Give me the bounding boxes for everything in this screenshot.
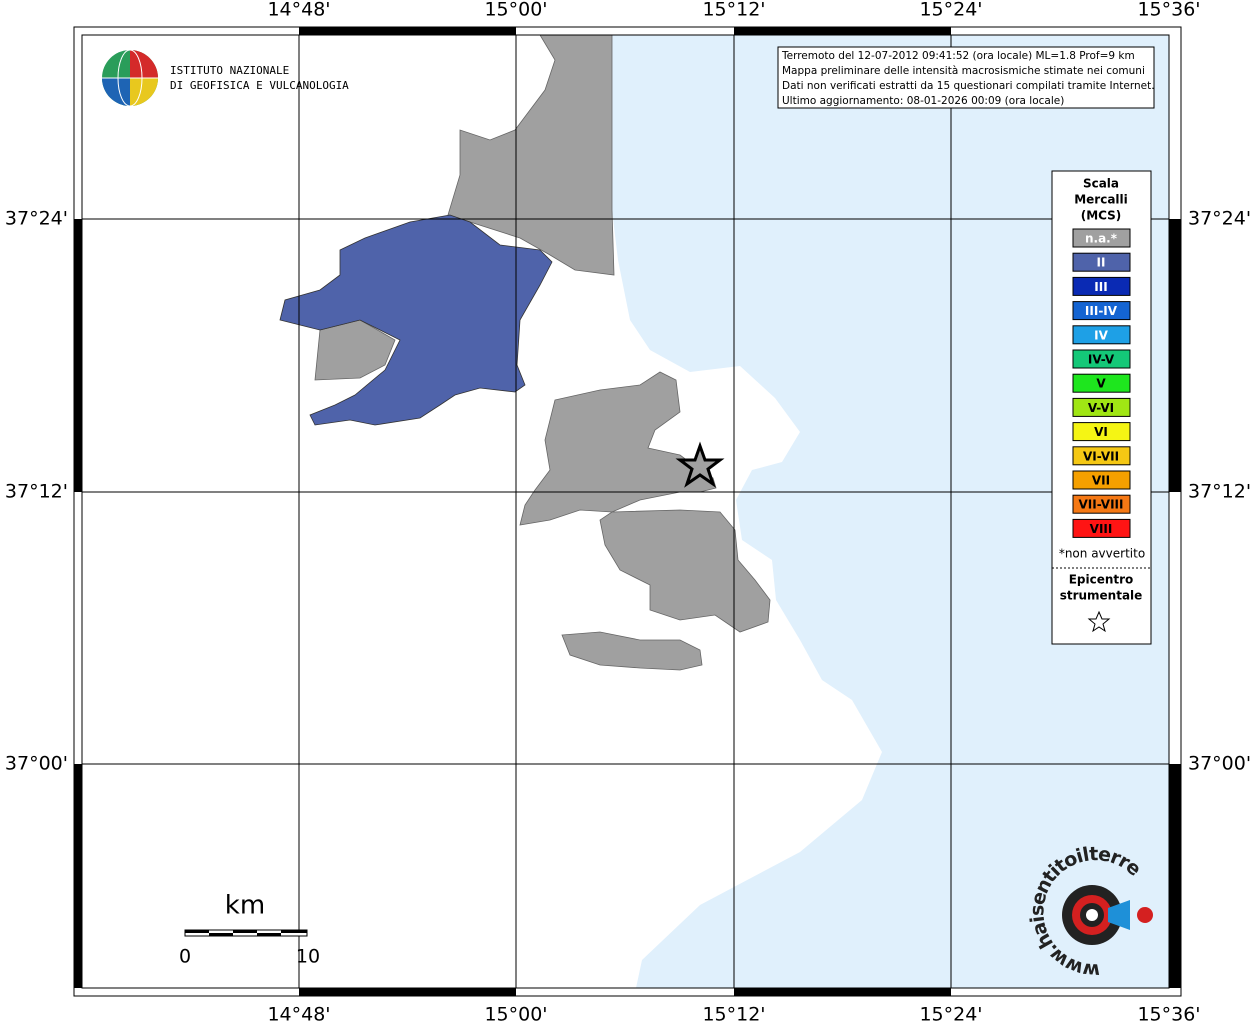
info-lines: Terremoto del 12-07-2012 09:41:52 (ora l… [781,50,1155,107]
lon-label: 15°36' [1137,1004,1200,1025]
legend-swatch [1072,397,1131,417]
legend-swatch [1072,373,1131,393]
lon-label: 15°24' [919,0,982,21]
legend-title: Mercalli [1074,193,1128,207]
legend-label: VI-VII [1083,449,1119,463]
legend-swatch [1072,325,1131,345]
legend-label: III-IV [1085,304,1118,318]
info-box [777,46,1155,109]
graticule [82,35,1169,988]
legend: ScalaMercalli(MCS)n.a.*IIIIIIII-IVIVIV-V… [1059,177,1145,603]
lat-label: 37°24' [1188,208,1251,230]
lat-label: 37°24' [5,208,68,230]
legend-epicenter: Epicentro [1069,573,1134,587]
logo-text: DI GEOFISICA E VULCANOLOGIA [170,79,349,92]
legend-label: V-VI [1088,401,1114,415]
legend-label: III [1094,280,1107,294]
scale-unit: km [225,891,265,921]
info-line: Ultimo aggiornamento: 08-01-2026 00:09 (… [782,95,1064,107]
axis-labels: 14°48' 14°48' 15°00' 15°00' 15°12' 15°12' 15°2… [5,0,1251,1026]
legend-label: n.a.* [1085,232,1118,246]
lon-label: 15°36' [1137,0,1200,21]
scale-bar [184,929,308,937]
lat-label: 37°00' [5,753,68,775]
lat-label: 37°00' [1188,753,1251,775]
legend-swatch [1072,470,1131,490]
sea [612,35,1169,988]
legend-swatch [1072,276,1131,296]
legend-label: IV-V [1088,353,1115,367]
info-line: Mappa preliminare delle intensità macros… [782,65,1145,77]
region-na [519,371,717,526]
lat-label: 37°12' [1188,481,1251,503]
legend-label: II [1097,256,1106,270]
legend-label: VIII [1090,522,1113,536]
legend-title: Scala [1083,177,1119,191]
lon-label: 15°00' [484,0,547,21]
legend-note: *non avvertito [1059,547,1145,561]
lon-label: 14°48' [267,1004,330,1025]
lon-label: 15°12' [702,0,765,21]
region-na [561,631,703,671]
legend-epicenter: strumentale [1060,589,1143,603]
lat-label: 37°12' [5,481,68,503]
legend-swatch [1072,518,1131,538]
legend-star [1087,610,1111,633]
region-ii [279,214,553,426]
epicenter-star [675,441,725,488]
logo-text: ISTITUTO NAZIONALE [170,64,289,77]
legend-swatch [1072,228,1131,248]
legend-swatch [1072,349,1131,369]
legend-label: V [1096,377,1106,391]
info-line: Terremoto del 12-07-2012 09:41:52 (ora l… [781,50,1135,62]
frame [73,26,1182,997]
ingv-logo [102,49,158,107]
region-na [599,509,771,633]
legend-label: VII [1092,474,1110,488]
legend-swatch [1072,301,1131,321]
lon-label: 14°48' [267,0,330,21]
watermark-logo [1062,885,1153,945]
legend-swatch [1072,446,1131,466]
scale-start: 0 [179,946,191,968]
scale-end: 10 [296,946,320,968]
lon-label: 15°12' [702,1004,765,1025]
legend-swatch [1072,422,1131,442]
lon-label: 15°00' [484,1004,547,1025]
legend-label: VI [1094,425,1108,439]
legend-label: IV [1094,328,1108,342]
legend-title: (MCS) [1081,209,1122,223]
legend-swatch [1072,252,1131,272]
legend-label: VII-VIII [1078,498,1123,512]
lon-label: 15°24' [919,1004,982,1025]
info-line: Dati non verificati estratti da 15 quest… [782,80,1155,92]
legend-swatch [1072,494,1131,514]
